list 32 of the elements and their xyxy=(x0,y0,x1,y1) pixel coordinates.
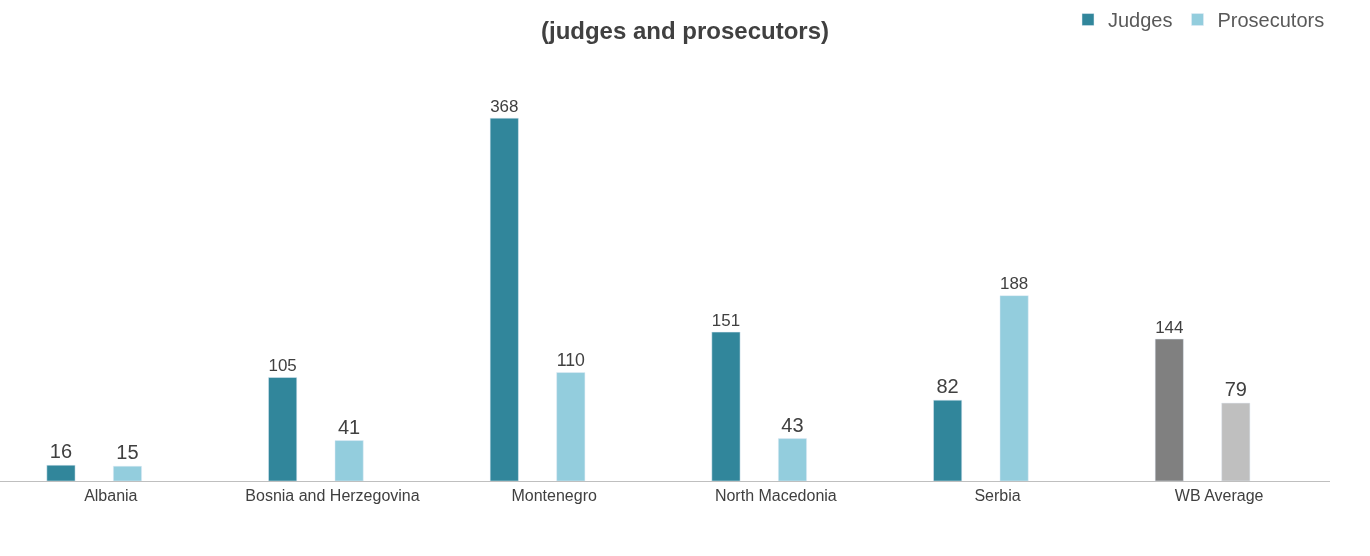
data-label: 105 xyxy=(268,356,297,376)
bar xyxy=(489,117,519,481)
bar xyxy=(711,331,741,481)
chart-title: (judges and prosecutors) xyxy=(540,17,830,45)
data-label: 16 xyxy=(49,440,73,463)
data-label: 15 xyxy=(116,441,139,464)
data-label: 110 xyxy=(556,350,586,370)
bar xyxy=(113,465,142,481)
x-tick-label: North Macedonia xyxy=(714,487,837,505)
data-label: 151 xyxy=(711,310,741,330)
data-label: 82 xyxy=(936,375,959,398)
data-label: 43 xyxy=(781,413,804,436)
legend-label: Judges xyxy=(1108,9,1173,32)
bar xyxy=(999,295,1029,481)
data-label: 188 xyxy=(999,274,1029,294)
bar xyxy=(1154,338,1184,481)
x-tick-label: Albania xyxy=(84,487,138,505)
data-label: 368 xyxy=(490,96,519,116)
bar xyxy=(46,464,76,481)
bar xyxy=(556,372,586,481)
x-tick-label: Montenegro xyxy=(511,487,597,505)
bar xyxy=(334,440,364,481)
x-tick-label: WB Average xyxy=(1174,487,1264,505)
data-label: 79 xyxy=(1224,378,1247,401)
data-label: 144 xyxy=(1155,317,1184,337)
x-tick-label: Serbia xyxy=(974,487,1021,505)
bar xyxy=(268,377,298,481)
bar xyxy=(933,399,963,481)
legend-label: Prosecutors xyxy=(1217,9,1325,32)
bar xyxy=(778,438,807,481)
data-label: 41 xyxy=(338,415,361,438)
x-tick-label: Bosnia and Herzegovina xyxy=(245,487,420,505)
